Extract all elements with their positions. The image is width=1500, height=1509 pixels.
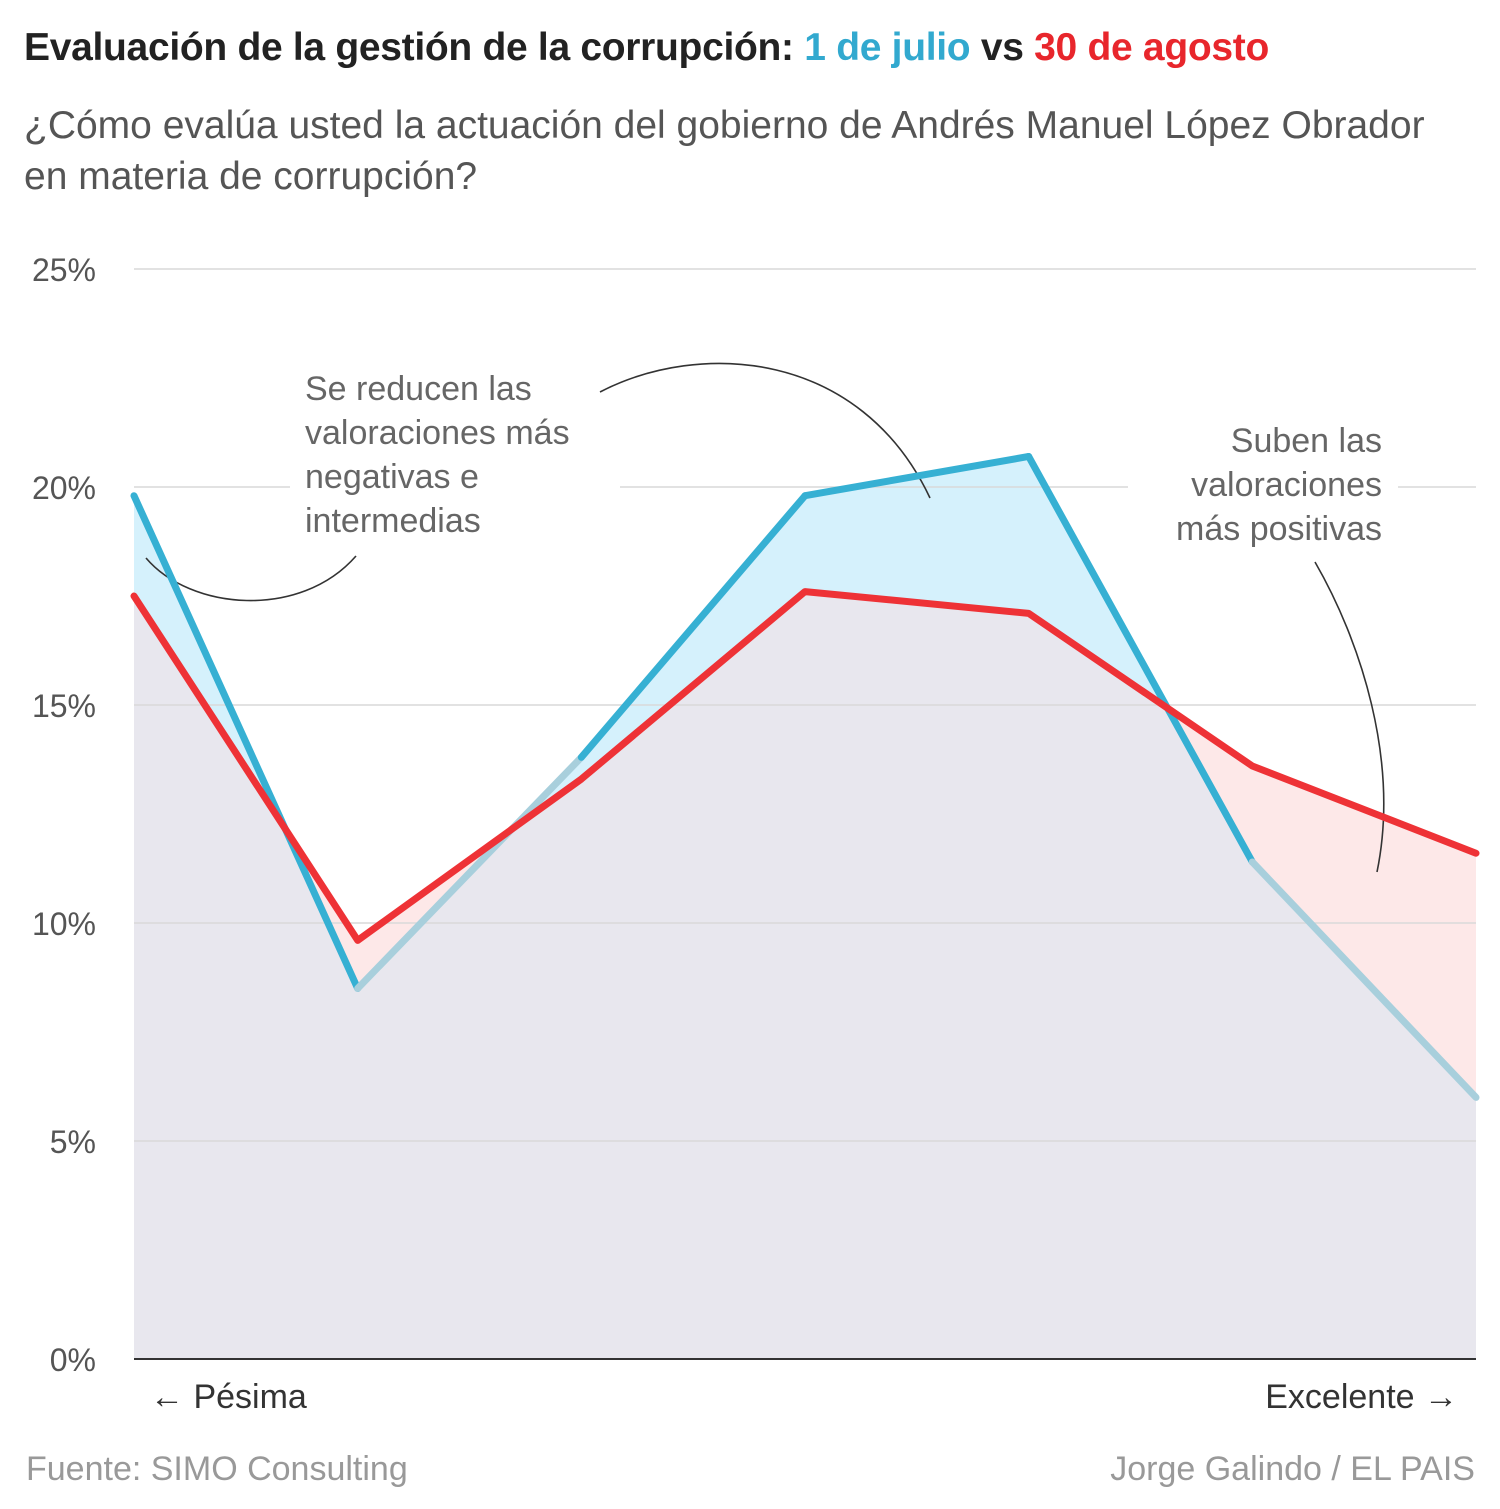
chart-title: Evaluación de la gestión de la corrupció…	[24, 26, 1269, 70]
annotation-left: Se reducen las valoraciones más negativas …	[305, 370, 570, 540]
y-tick-label: 20%	[32, 470, 96, 506]
credit-note: Jorge Galindo / EL PAIS	[1110, 1450, 1475, 1488]
line-segment-1-de-julio	[354, 753, 585, 992]
line-30-de-agosto	[130, 588, 1480, 944]
title-vs: vs	[970, 26, 1035, 69]
title-prefix: Evaluación de la gestión de la corrupció…	[24, 26, 805, 69]
leader-left-1	[145, 555, 357, 602]
annotations: Se reducen las valoraciones más negativas …	[145, 362, 1398, 873]
x-label-start: ← Pésima	[150, 1378, 307, 1416]
annotation-right-backdrop	[1128, 412, 1398, 552]
line-segment-1-de-julio	[577, 492, 809, 761]
area-blue-difference	[134, 456, 1476, 941]
line-segment-1-de-julio	[801, 452, 1033, 500]
line-segment-1-de-julio	[1248, 858, 1480, 1101]
line-segment-1-de-julio	[130, 492, 362, 992]
annotation-left-backdrop	[290, 362, 620, 542]
title-series-2: 30 de agosto	[1034, 26, 1269, 69]
series-lines	[130, 452, 1480, 1101]
y-tick-label: 25%	[32, 252, 96, 288]
y-tick-label: 0%	[50, 1342, 96, 1378]
chart-subtitle: ¿Cómo evalúa usted la actuación del gobi…	[24, 104, 1425, 198]
annotation-right: Suben las valoraciones más positivas	[1176, 422, 1382, 548]
y-axis-ticks: 0% 5% 10% 15% 20% 25%	[32, 252, 96, 1378]
source-note: Fuente: SIMO Consulting	[26, 1450, 408, 1488]
x-label-end: Excelente →	[1265, 1378, 1458, 1416]
area-grey-base	[134, 591, 1476, 1359]
y-tick-label: 5%	[50, 1124, 96, 1160]
y-tick-label: 15%	[32, 688, 96, 724]
line-segment-1-de-julio	[1025, 452, 1256, 866]
y-tick-label: 10%	[32, 906, 96, 942]
title-series-1: 1 de julio	[804, 26, 971, 69]
leader-right	[1314, 561, 1385, 873]
leader-left-2	[599, 362, 931, 499]
